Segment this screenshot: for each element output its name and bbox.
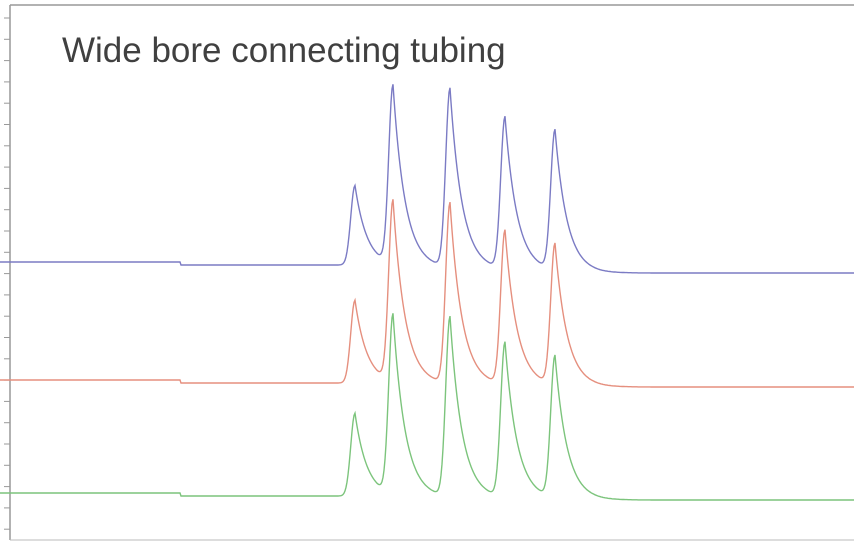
title: Wide bore connecting tubing: [62, 31, 506, 70]
trace-green: [0, 313, 854, 501]
trace-blue: [0, 84, 854, 274]
trace-red: [0, 199, 854, 388]
axis-ticks: [4, 17, 10, 530]
